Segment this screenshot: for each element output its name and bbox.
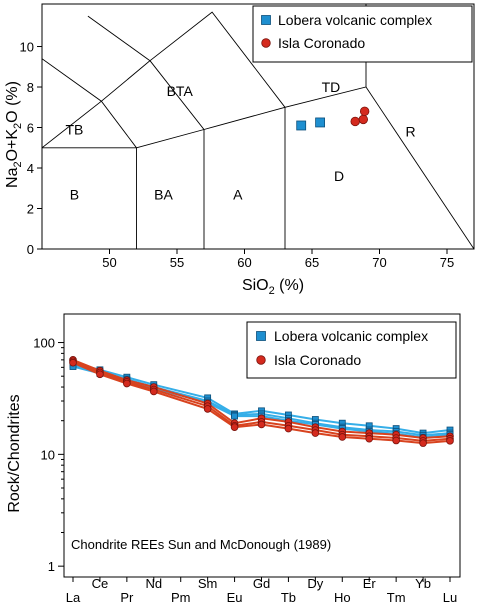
tas-legend-marker-1 xyxy=(261,38,271,48)
ree-xtick-label-pm: Pm xyxy=(171,590,191,605)
ree-line-0-0 xyxy=(72,361,451,435)
tas-xtick-label-60: 60 xyxy=(237,255,251,270)
tas-field-label-r: R xyxy=(405,124,415,140)
tas-boundary-4 xyxy=(42,58,137,149)
tas-field-label-bta: BTA xyxy=(167,83,194,99)
ree-xtick-label-ho: Ho xyxy=(334,590,351,605)
tas-boundary-0 xyxy=(42,86,474,249)
tas-point-0-1 xyxy=(315,117,326,128)
ree-point-1-2-sm xyxy=(203,405,212,413)
ree-point-1-2-dy xyxy=(311,429,320,437)
tas-legend-label-0: Lobera volcanic complex xyxy=(278,12,432,28)
tas-xtick-label-65: 65 xyxy=(305,255,319,270)
ree-line-1-2 xyxy=(72,361,451,445)
ree-point-1-2-nd xyxy=(149,387,158,396)
ree-xtick-label-dy: Dy xyxy=(307,576,323,591)
ree-point-1-2-lu xyxy=(446,437,454,445)
tas-y-label-part-4: O (%) xyxy=(4,81,21,123)
ree-legend-marker-1 xyxy=(256,355,266,365)
tas-xtick-label-70: 70 xyxy=(372,255,386,270)
tas-x-label-base: SiO xyxy=(242,277,269,294)
tas-boundary-7 xyxy=(87,15,151,62)
ree-xtick-label-er: Er xyxy=(363,576,377,591)
tas-x-label-rest: (%) xyxy=(275,277,304,294)
tas-legend-box xyxy=(252,5,473,63)
tas-ytick-label-6: 6 xyxy=(27,121,34,136)
tas-xtick-label-75: 75 xyxy=(440,255,454,270)
ree-annotation: Chondrite REEs Sun and McDonough (1989) xyxy=(71,537,331,552)
ree-point-1-2-ce xyxy=(96,370,104,379)
tas-field-label-d: D xyxy=(334,168,344,184)
ree-y-axis-label: Rock/Chondrites xyxy=(6,394,23,512)
tas-plot-frame xyxy=(41,3,475,250)
tas-y-axis-label: Na2O+K2O (%) xyxy=(4,81,24,188)
tas-x-label-sub: 2 xyxy=(269,285,275,297)
tas-field-label-ba: BA xyxy=(154,186,173,202)
ree-xtick-label-pr: Pr xyxy=(120,590,134,605)
ree-legend-marker-0 xyxy=(256,331,266,341)
ree-line-1-1 xyxy=(72,360,451,442)
tas-point-1-2 xyxy=(359,106,370,117)
tas-x-axis-label: SiO2 (%) xyxy=(242,277,304,297)
ree-ytick-label-1: 1 xyxy=(48,559,55,574)
tas-point-1-1 xyxy=(358,114,369,125)
ree-xtick-label-la: La xyxy=(66,590,81,605)
ree-point-1-2-pr xyxy=(123,379,131,388)
ree-legend-label-0: Lobera volcanic complex xyxy=(274,328,428,344)
ree-point-1-2-gd xyxy=(257,420,266,429)
ree-point-1-2-ho xyxy=(338,433,347,441)
tas-y-label-part-1: 2 xyxy=(12,161,24,167)
ree-line-1-0 xyxy=(72,358,451,440)
tas-field-boundaries xyxy=(42,4,474,249)
tas-legend-label-1: Isla Coronado xyxy=(278,35,365,51)
ree-ytick-label-100: 100 xyxy=(33,336,55,351)
tas-ytick-label-10: 10 xyxy=(20,40,34,55)
ree-legend-box xyxy=(246,321,457,379)
ree-point-1-2-tb xyxy=(284,424,293,433)
tas-ytick-label-8: 8 xyxy=(27,80,34,95)
ree-point-1-2-la xyxy=(69,358,77,367)
ree-xtick-label-nd: Nd xyxy=(145,576,162,591)
tas-xtick-label-50: 50 xyxy=(102,255,116,270)
ree-xtick-label-ce: Ce xyxy=(92,576,109,591)
ree-ytick-label-10: 10 xyxy=(41,447,55,462)
ree-xtick-label-eu: Eu xyxy=(227,590,243,605)
ree-xtick-label-gd: Gd xyxy=(253,576,270,591)
ree-spider-diagram: 1 10 100 La Ce Pr Nd Pm Sm Eu Gd Tb Dy Ho Er Tm Yb Lu Rock… xyxy=(6,313,461,605)
ree-point-0-2-eu xyxy=(231,412,238,420)
tas-ytick-label-0: 0 xyxy=(27,242,34,257)
tas-y-label-part-3: 2 xyxy=(12,123,24,129)
ree-point-1-2-er xyxy=(365,434,374,443)
ree-xtick-label-yb: Yb xyxy=(415,576,431,591)
ree-point-1-2-yb xyxy=(419,439,427,447)
tas-xtick-label-55: 55 xyxy=(170,255,184,270)
tas-field-label-a: A xyxy=(233,186,243,202)
ree-xtick-label-tb: Tb xyxy=(281,590,296,605)
tas-boundary-6 xyxy=(149,11,286,108)
ree-legend-label-1: Isla Coronado xyxy=(274,352,361,368)
tas-point-1-0 xyxy=(350,116,360,127)
ree-point-1-2-eu xyxy=(230,423,239,431)
tas-diagram: TABTATBTDRDBBAA5055606570750246810SiO2 (… xyxy=(4,3,475,297)
tas-boundary-8 xyxy=(42,100,102,149)
ree-point-1-2-tm xyxy=(392,436,400,445)
ree-xtick-label-sm: Sm xyxy=(198,576,218,591)
tas-ytick-label-2: 2 xyxy=(27,202,34,217)
ree-xtick-label-tm: Tm xyxy=(387,590,406,605)
ree-xtick-label-lu: Lu xyxy=(443,590,457,605)
tas-field-label-td: TD xyxy=(322,79,341,95)
tas-y-label-part-0: Na xyxy=(4,167,21,188)
tas-field-label-tb: TB xyxy=(65,122,83,138)
tas-y-label-part-2: O+K xyxy=(4,129,21,162)
tas-point-0-0 xyxy=(296,120,307,131)
tas-legend-marker-0 xyxy=(261,15,271,25)
tas-ytick-label-4: 4 xyxy=(27,161,34,176)
tas-field-label-b: B xyxy=(70,186,79,202)
